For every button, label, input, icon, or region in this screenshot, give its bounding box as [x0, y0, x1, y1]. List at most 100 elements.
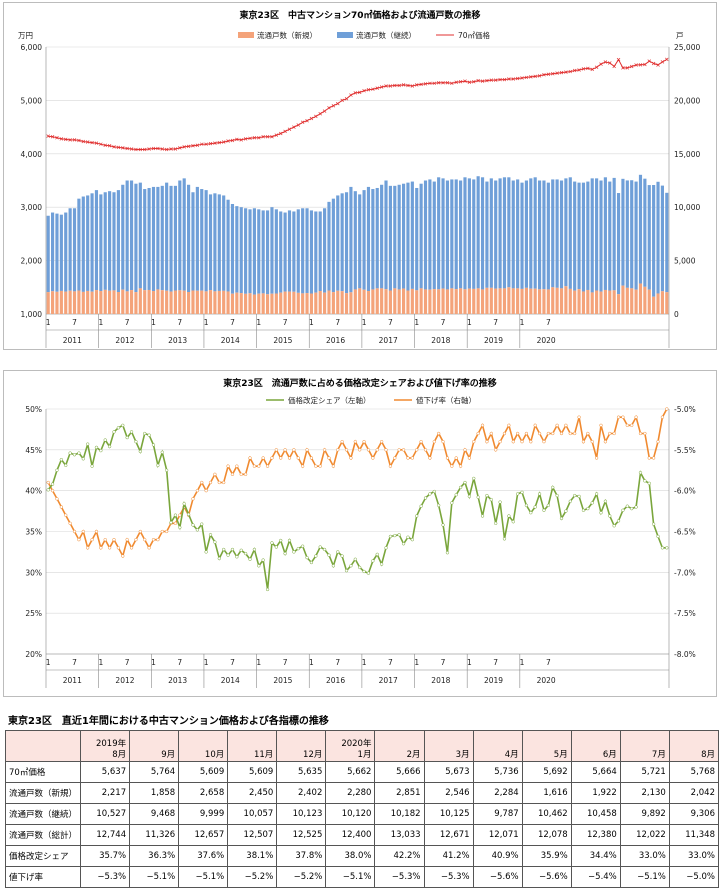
- table-cell: 2,280: [325, 782, 376, 804]
- revision-share-point: [458, 485, 463, 490]
- table-cell: 2,658: [178, 782, 229, 804]
- revision-share-point: [222, 547, 226, 552]
- bar-continuing: [257, 209, 261, 294]
- price-cut-rate-point: [529, 440, 533, 444]
- price-cut-rate-point: [511, 440, 515, 444]
- revision-share-point: [437, 503, 441, 508]
- bar-continuing: [590, 178, 594, 293]
- price-cut-rate-point: [86, 546, 90, 550]
- price-point: [568, 69, 573, 74]
- y-left-tick: 45%: [25, 446, 42, 455]
- bar-new: [296, 292, 300, 314]
- y-right-tick: 15,000: [674, 150, 700, 159]
- price-cut-rate-point: [594, 456, 599, 460]
- price-cut-rate-point: [72, 529, 77, 534]
- price-cut-rate-point: [283, 448, 287, 452]
- price-point: [401, 83, 406, 87]
- price-point: [327, 106, 331, 110]
- price-cut-rate-point: [410, 456, 414, 460]
- price-point: [498, 77, 502, 82]
- bar-new: [116, 291, 120, 314]
- bar-new: [204, 291, 208, 314]
- revision-share-point: [173, 513, 178, 517]
- table-cell: −5.3%: [374, 866, 425, 888]
- column-month: 2月: [406, 750, 421, 760]
- bar-continuing: [305, 208, 309, 294]
- table-cell: 9,787: [472, 803, 523, 825]
- price-cut-rate-point: [59, 505, 64, 509]
- price-cut-rate-point: [55, 497, 59, 501]
- bar-continuing: [226, 199, 230, 292]
- price-point: [164, 147, 169, 152]
- bar-new: [643, 286, 647, 314]
- bar-new: [634, 289, 638, 314]
- bar-new: [432, 289, 436, 314]
- bar-continuing: [564, 178, 568, 287]
- x-month-tick: 1: [204, 658, 209, 667]
- bar-continuing: [476, 176, 480, 289]
- price-cut-rate-point: [151, 538, 156, 542]
- revision-share-point: [138, 449, 142, 454]
- table-cell: 10,125: [423, 803, 474, 825]
- price-point: [454, 80, 458, 84]
- bar-continuing: [665, 192, 669, 293]
- bar-new: [353, 289, 357, 314]
- table-cell: 2,130: [619, 782, 670, 804]
- table-cell: 12,400: [325, 824, 376, 846]
- table-cell: 5,635: [276, 761, 327, 783]
- y-right-tick: 25,000: [674, 43, 700, 52]
- price-point: [68, 138, 72, 142]
- x-year-label: 2013: [168, 676, 187, 685]
- price-point: [533, 74, 537, 79]
- bar-new: [46, 292, 50, 314]
- revision-share-point: [309, 560, 314, 565]
- bar-continuing: [252, 208, 256, 295]
- x-month-tick: 7: [283, 658, 288, 667]
- revision-share-point: [423, 496, 428, 500]
- price-cut-rate-point: [134, 538, 138, 542]
- x-month-tick: 1: [151, 318, 156, 327]
- bar-continuing: [384, 180, 388, 290]
- bar-continuing: [459, 180, 463, 289]
- revision-share-point: [524, 503, 529, 508]
- x-year-label: 2015: [273, 336, 292, 345]
- bar-new: [187, 291, 191, 314]
- bar-new: [660, 291, 664, 314]
- y-left-tick: 25%: [25, 609, 42, 618]
- bar-continuing: [94, 190, 99, 291]
- price-cut-rate-point: [485, 440, 489, 444]
- price-point: [555, 71, 559, 75]
- x-month-tick: 7: [72, 658, 77, 667]
- table-cell: 13,033: [374, 824, 425, 846]
- bar-new: [336, 290, 340, 314]
- bar-new: [90, 291, 94, 314]
- price-point: [340, 98, 344, 103]
- table-row: 値下げ率 −5.3% −5.1% −5.1% −5.2% −5.2% −5.1% −5.3% −…: [4, 866, 719, 888]
- price-cut-rate-point: [441, 440, 445, 444]
- bar-continuing: [656, 181, 660, 294]
- table-cell: 2,042: [668, 782, 719, 804]
- table-cell: 10,120: [325, 803, 376, 825]
- price-point: [406, 83, 410, 88]
- x-month-tick: 7: [177, 658, 182, 667]
- bar-continuing: [551, 179, 555, 288]
- price-cut-rate-point: [515, 431, 520, 436]
- price-point: [278, 131, 283, 136]
- x-month-tick: 7: [230, 318, 235, 327]
- revision-share-point: [353, 557, 357, 561]
- price-point: [379, 85, 384, 89]
- revision-share-point: [344, 569, 349, 573]
- bar-continuing: [213, 193, 217, 292]
- indicator-table: 2019年 8月 9月 10月 11月 12月 2020年 1月 2月 3月 4月 5月 6月 7月 8月 7…: [4, 730, 719, 888]
- revision-share-point: [46, 488, 50, 492]
- revision-share-point: [515, 492, 520, 496]
- revision-share-point: [349, 564, 353, 568]
- table-cell: 5,673: [423, 761, 474, 783]
- price-cut-rate-point: [559, 431, 564, 436]
- price-cut-rate-point: [537, 431, 542, 436]
- bar-continuing: [195, 186, 199, 291]
- bar-new: [265, 294, 270, 314]
- bar-continuing: [559, 180, 564, 289]
- table-row: 流通戸数（新規） 2,217 1,858 2,658 2,450 2,402 2,280 2,…: [4, 782, 719, 804]
- x-year-label: 2012: [115, 676, 134, 685]
